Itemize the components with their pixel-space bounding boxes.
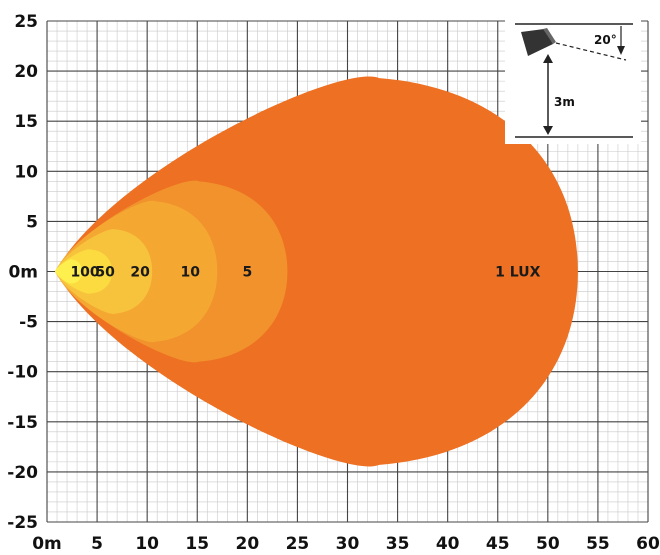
x-tick-label: 45	[486, 534, 510, 554]
x-tick-label: 10	[135, 534, 159, 554]
lux-label-50: 50	[95, 265, 115, 281]
x-tick-label: 55	[586, 534, 610, 554]
y-tick-label: 15	[14, 112, 38, 132]
x-tick-label: 25	[286, 534, 310, 554]
x-tick-label: 30	[336, 534, 360, 554]
y-tick-label: -10	[7, 363, 38, 383]
height-arrowhead-top	[543, 54, 553, 63]
y-tick-label: 25	[14, 12, 38, 32]
y-tick-label: -25	[7, 513, 38, 533]
x-axis-tick-labels: 0m 5 10 15 20 25 30 35 40 45 50 55 60	[32, 534, 660, 554]
y-tick-label: 20	[14, 62, 38, 82]
angle-label: 20°	[594, 33, 617, 47]
x-tick-label: 35	[386, 534, 410, 554]
y-tick-label: 10	[14, 162, 38, 182]
y-tick-label: -15	[7, 413, 38, 433]
x-tick-label: 40	[436, 534, 460, 554]
y-tick-label: -20	[7, 463, 38, 483]
height-label: 3m	[554, 95, 575, 109]
lux-label-1: 1 LUX	[495, 265, 540, 281]
lux-zone-100	[55, 259, 83, 284]
lux-label-10: 10	[180, 265, 200, 281]
mounting-inset: 20° 3m	[505, 18, 641, 144]
y-tick-label: -5	[19, 313, 38, 333]
y-tick-label: 5	[26, 212, 38, 232]
lux-zone-1	[55, 76, 578, 467]
x-tick-label: 0m	[32, 534, 62, 554]
x-tick-label: 50	[536, 534, 560, 554]
x-tick-label: 15	[185, 534, 209, 554]
x-tick-label: 5	[91, 534, 103, 554]
y-tick-label: 0m	[8, 263, 38, 283]
x-tick-label: 20	[235, 534, 259, 554]
y-axis-tick-labels: 25 20 15 10 5 0m -5 -10 -15 -20 -25	[7, 12, 38, 533]
beam-line	[555, 42, 627, 61]
height-arrowhead-bottom	[543, 126, 553, 135]
lux-label-5: 5	[242, 265, 252, 281]
lux-label-20: 20	[130, 265, 150, 281]
lux-label-100: 100	[70, 265, 99, 281]
lux-zones	[55, 76, 578, 467]
angle-arrowhead	[617, 46, 625, 55]
lamp-icon	[521, 28, 556, 56]
x-tick-label: 60	[636, 534, 660, 554]
